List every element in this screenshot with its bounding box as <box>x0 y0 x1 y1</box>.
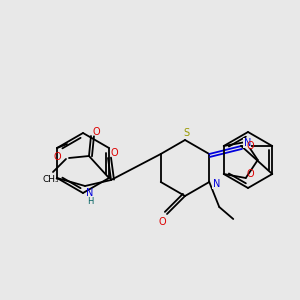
Text: O: O <box>92 127 100 137</box>
Text: N: N <box>86 188 94 198</box>
Text: S: S <box>183 128 189 138</box>
Text: N: N <box>213 179 220 189</box>
Text: H: H <box>87 197 93 206</box>
Text: N: N <box>244 138 251 148</box>
Text: O: O <box>53 152 61 162</box>
Text: O: O <box>110 148 118 158</box>
Text: O: O <box>247 169 255 179</box>
Text: CH₃: CH₃ <box>43 176 59 184</box>
Text: O: O <box>158 217 166 227</box>
Text: O: O <box>247 141 255 151</box>
